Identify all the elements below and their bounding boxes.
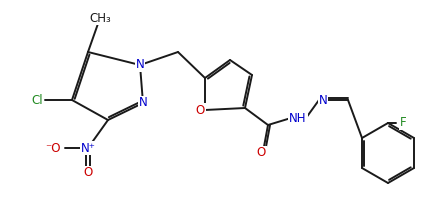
Text: Cl: Cl	[31, 94, 43, 106]
Text: ⁻O: ⁻O	[45, 141, 61, 154]
Text: N: N	[319, 94, 327, 106]
Text: N: N	[138, 96, 148, 109]
Text: N: N	[135, 59, 145, 72]
Text: CH₃: CH₃	[89, 12, 111, 24]
Text: O: O	[256, 147, 266, 160]
Text: F: F	[400, 117, 406, 130]
Text: N⁺: N⁺	[81, 141, 95, 154]
Text: O: O	[83, 167, 92, 180]
Text: O: O	[195, 104, 204, 117]
Text: NH: NH	[289, 111, 307, 125]
